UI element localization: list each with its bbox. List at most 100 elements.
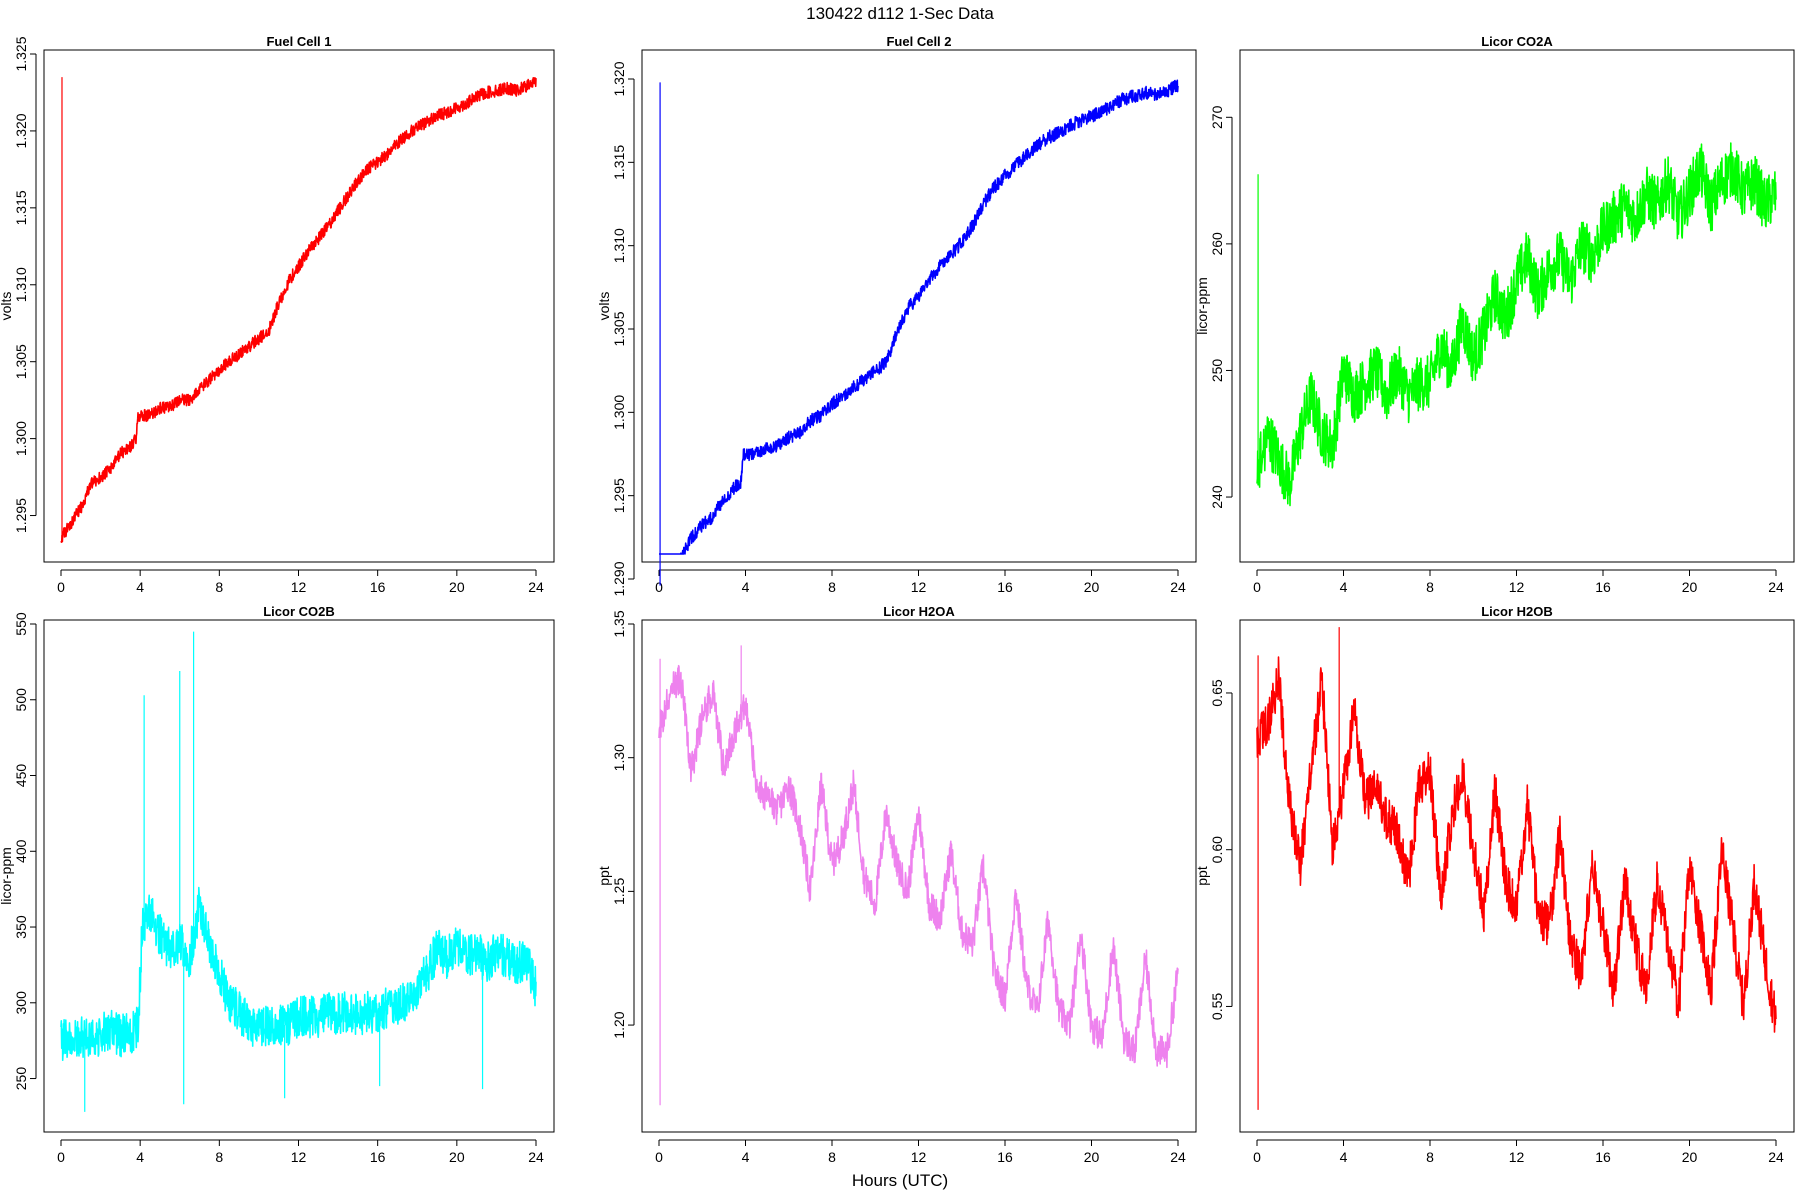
series-line bbox=[1256, 656, 1777, 1033]
y-tick-label: 0.65 bbox=[1209, 679, 1225, 706]
x-tick-label: 4 bbox=[136, 579, 144, 595]
y-tick-label: 1.320 bbox=[611, 61, 627, 96]
y-tick-label: 260 bbox=[1209, 232, 1225, 256]
chart-panel-4: Licor CO2B licor-ppm 0 4 8 12 16 20 24 250 300 350 4… bbox=[0, 604, 555, 1165]
x-tick-label: 12 bbox=[911, 1149, 927, 1165]
y-axis-label: ppt bbox=[596, 866, 612, 886]
x-tick-label: 0 bbox=[57, 579, 65, 595]
y-axis-label: licor-ppm bbox=[1194, 277, 1210, 335]
plot-frame bbox=[43, 49, 555, 563]
plot-frame bbox=[1239, 619, 1795, 1133]
x-tick-label: 8 bbox=[215, 1149, 223, 1165]
figure-title: 130422 d112 1-Sec Data bbox=[806, 4, 994, 23]
y-tick-label: 250 bbox=[13, 1067, 29, 1091]
x-tick-label: 16 bbox=[1595, 579, 1611, 595]
x-tick-label: 20 bbox=[1084, 1149, 1100, 1165]
x-tick-label: 20 bbox=[1682, 1149, 1698, 1165]
chart-panel-3: Licor CO2A licor-ppm 0 4 8 12 16 20 24 240 250 260 2… bbox=[1194, 34, 1795, 595]
y-tick-label: 1.35 bbox=[611, 610, 627, 637]
x-tick-label: 4 bbox=[1340, 1149, 1348, 1165]
x-tick-label: 0 bbox=[57, 1149, 65, 1165]
y-tick-label: 300 bbox=[13, 991, 29, 1015]
plot-frame bbox=[641, 49, 1197, 563]
y-tick-label: 1.315 bbox=[611, 145, 627, 180]
y-tick-label: 550 bbox=[13, 612, 29, 636]
x-tick-label: 12 bbox=[1509, 579, 1525, 595]
y-tick-label: 1.320 bbox=[13, 113, 29, 148]
y-tick-label: 250 bbox=[1209, 359, 1225, 383]
chart-panel-1: Fuel Cell 1 volts 0 4 8 12 16 20 24 1.295 1.300 1.3… bbox=[0, 34, 555, 595]
x-tick-label: 8 bbox=[1426, 579, 1434, 595]
y-axis-label: volts bbox=[596, 292, 612, 321]
y-tick-label: 1.295 bbox=[13, 498, 29, 533]
x-tick-label: 12 bbox=[1509, 1149, 1525, 1165]
panel-title: Licor CO2B bbox=[263, 604, 335, 619]
x-tick-label: 24 bbox=[1768, 1149, 1784, 1165]
y-tick-label: 1.310 bbox=[13, 267, 29, 302]
x-tick-label: 8 bbox=[1426, 1149, 1434, 1165]
panel-title: Licor H2OB bbox=[1481, 604, 1553, 619]
chart-panel-6: Licor H2OB ppt 0 4 8 12 16 20 24 0.55 0.60 0.65 bbox=[1194, 604, 1795, 1165]
x-tick-label: 24 bbox=[1170, 1149, 1186, 1165]
x-tick-label: 0 bbox=[655, 579, 663, 595]
x-tick-label: 4 bbox=[136, 1149, 144, 1165]
y-axis-label: ppt bbox=[1194, 866, 1210, 886]
x-tick-label: 0 bbox=[1253, 579, 1261, 595]
chart-panel-5: Licor H2OA ppt 0 4 8 12 16 20 24 1.20 1.25 1.30 1.35 bbox=[596, 604, 1197, 1165]
x-tick-label: 16 bbox=[997, 579, 1013, 595]
x-tick-label: 20 bbox=[449, 579, 465, 595]
y-tick-label: 1.290 bbox=[611, 561, 627, 596]
x-tick-label: 4 bbox=[742, 1149, 750, 1165]
series-line bbox=[60, 886, 537, 1061]
y-tick-label: 270 bbox=[1209, 105, 1225, 129]
x-tick-label: 20 bbox=[1682, 579, 1698, 595]
y-tick-label: 1.310 bbox=[611, 228, 627, 263]
y-tick-label: 1.295 bbox=[611, 478, 627, 513]
x-tick-label: 12 bbox=[291, 1149, 307, 1165]
y-tick-label: 1.325 bbox=[13, 36, 29, 71]
y-tick-label: 350 bbox=[13, 915, 29, 939]
x-tick-label: 4 bbox=[1340, 579, 1348, 595]
x-tick-label: 0 bbox=[1253, 1149, 1261, 1165]
y-tick-label: 0.55 bbox=[1209, 993, 1225, 1020]
y-tick-label: 1.315 bbox=[13, 190, 29, 225]
panel-title: Fuel Cell 1 bbox=[266, 34, 331, 49]
x-tick-label: 8 bbox=[828, 579, 836, 595]
series-line bbox=[658, 664, 1179, 1069]
series-line bbox=[658, 79, 1179, 555]
series-line bbox=[1256, 142, 1777, 507]
x-tick-label: 4 bbox=[742, 579, 750, 595]
panel-title: Licor H2OA bbox=[883, 604, 955, 619]
y-tick-label: 0.60 bbox=[1209, 836, 1225, 863]
y-tick-label: 1.300 bbox=[611, 395, 627, 430]
chart-panel-2: Fuel Cell 2 volts 0 4 8 12 16 20 24 1.290 1.295 1.3… bbox=[596, 34, 1197, 597]
y-tick-label: 1.20 bbox=[611, 1011, 627, 1038]
y-axis-label: volts bbox=[0, 292, 14, 321]
x-tick-label: 24 bbox=[1768, 579, 1784, 595]
panel-title: Fuel Cell 2 bbox=[886, 34, 951, 49]
y-tick-label: 1.305 bbox=[611, 311, 627, 346]
y-tick-label: 500 bbox=[13, 688, 29, 712]
plot-frame bbox=[641, 619, 1197, 1133]
x-tick-label: 16 bbox=[1595, 1149, 1611, 1165]
x-tick-label: 20 bbox=[449, 1149, 465, 1165]
y-tick-label: 400 bbox=[13, 839, 29, 863]
y-tick-label: 1.25 bbox=[611, 878, 627, 905]
y-tick-label: 1.305 bbox=[13, 344, 29, 379]
x-axis-label: Hours (UTC) bbox=[852, 1171, 948, 1190]
x-tick-label: 8 bbox=[215, 579, 223, 595]
x-tick-label: 24 bbox=[528, 1149, 544, 1165]
y-tick-label: 1.30 bbox=[611, 744, 627, 771]
y-tick-label: 450 bbox=[13, 764, 29, 788]
x-tick-label: 12 bbox=[911, 579, 927, 595]
x-tick-label: 16 bbox=[370, 1149, 386, 1165]
plot-frame bbox=[1239, 49, 1795, 563]
y-axis-label: licor-ppm bbox=[0, 847, 14, 905]
x-tick-label: 0 bbox=[655, 1149, 663, 1165]
x-tick-label: 20 bbox=[1084, 579, 1100, 595]
x-tick-label: 16 bbox=[997, 1149, 1013, 1165]
panel-title: Licor CO2A bbox=[1481, 34, 1553, 49]
